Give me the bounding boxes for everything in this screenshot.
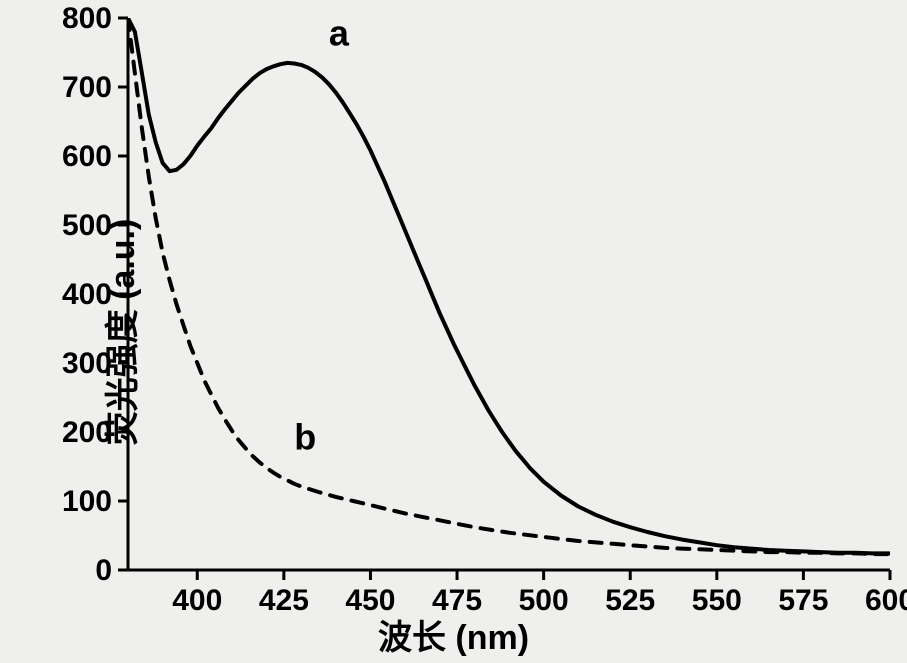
x-tick-label: 550 xyxy=(692,584,742,617)
x-tick-label: 600 xyxy=(865,584,907,617)
y-tick-label: 800 xyxy=(62,2,112,35)
series-label-a: a xyxy=(329,13,350,54)
x-tick-label: 525 xyxy=(605,584,655,617)
y-tick-label: 0 xyxy=(95,554,112,587)
x-axis-label: 波长 (nm) xyxy=(378,610,529,659)
y-tick-label: 600 xyxy=(62,140,112,173)
y-axis-label: 荧光强度 (a.u.) xyxy=(95,218,144,445)
y-tick-label: 100 xyxy=(62,485,112,518)
x-tick-label: 400 xyxy=(172,584,222,617)
series-label-b: b xyxy=(294,416,316,457)
x-tick-label: 425 xyxy=(259,584,309,617)
y-tick-label: 700 xyxy=(62,71,112,104)
x-tick-label: 575 xyxy=(778,584,828,617)
spectra-chart: 荧光强度 (a.u.) 波长 (nm) 01002003004005006007… xyxy=(0,0,907,663)
